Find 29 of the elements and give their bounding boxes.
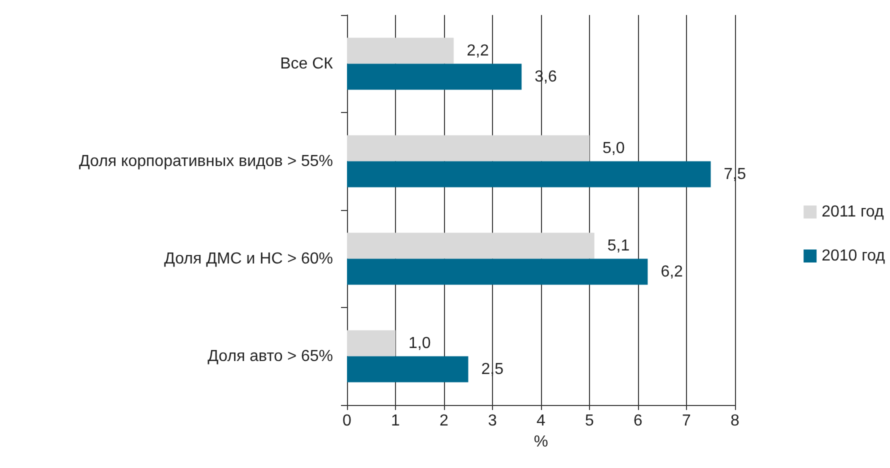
legend-label: 2010 год	[822, 248, 886, 264]
data-label: 5,0	[602, 140, 625, 157]
legend-label: 2011 год	[822, 204, 884, 220]
bar	[347, 135, 590, 162]
y-tick-label: Доля корпоративных видов > 55%	[79, 152, 333, 170]
x-tick-label: 3	[488, 412, 498, 430]
x-axis-title: %	[534, 433, 548, 450]
x-tick-label: 1	[391, 412, 400, 430]
bar	[347, 64, 522, 90]
data-label: 2,2	[466, 42, 490, 60]
data-label: 6,2	[660, 263, 684, 280]
x-tick-label: 0	[342, 412, 352, 430]
bar	[347, 232, 594, 259]
data-label: 1,0	[408, 334, 431, 352]
bar	[347, 356, 468, 382]
bar	[347, 330, 396, 356]
x-tick-label: 2	[440, 412, 449, 430]
x-tick-label: 5	[585, 412, 594, 430]
data-label: 5,1	[607, 237, 630, 254]
x-tick-label: 4	[536, 412, 546, 430]
x-tick-label: 7	[682, 412, 692, 430]
y-tick-label: Доля авто > 65%	[208, 348, 333, 365]
x-tick-label: 6	[634, 412, 643, 430]
bar	[347, 161, 711, 188]
x-tick-label: 8	[730, 412, 740, 430]
y-tick-label: Все СК	[280, 55, 334, 72]
bar	[347, 258, 648, 285]
bar	[347, 38, 454, 64]
y-tick-label: Доля ДМС и НС > 60%	[164, 250, 333, 268]
